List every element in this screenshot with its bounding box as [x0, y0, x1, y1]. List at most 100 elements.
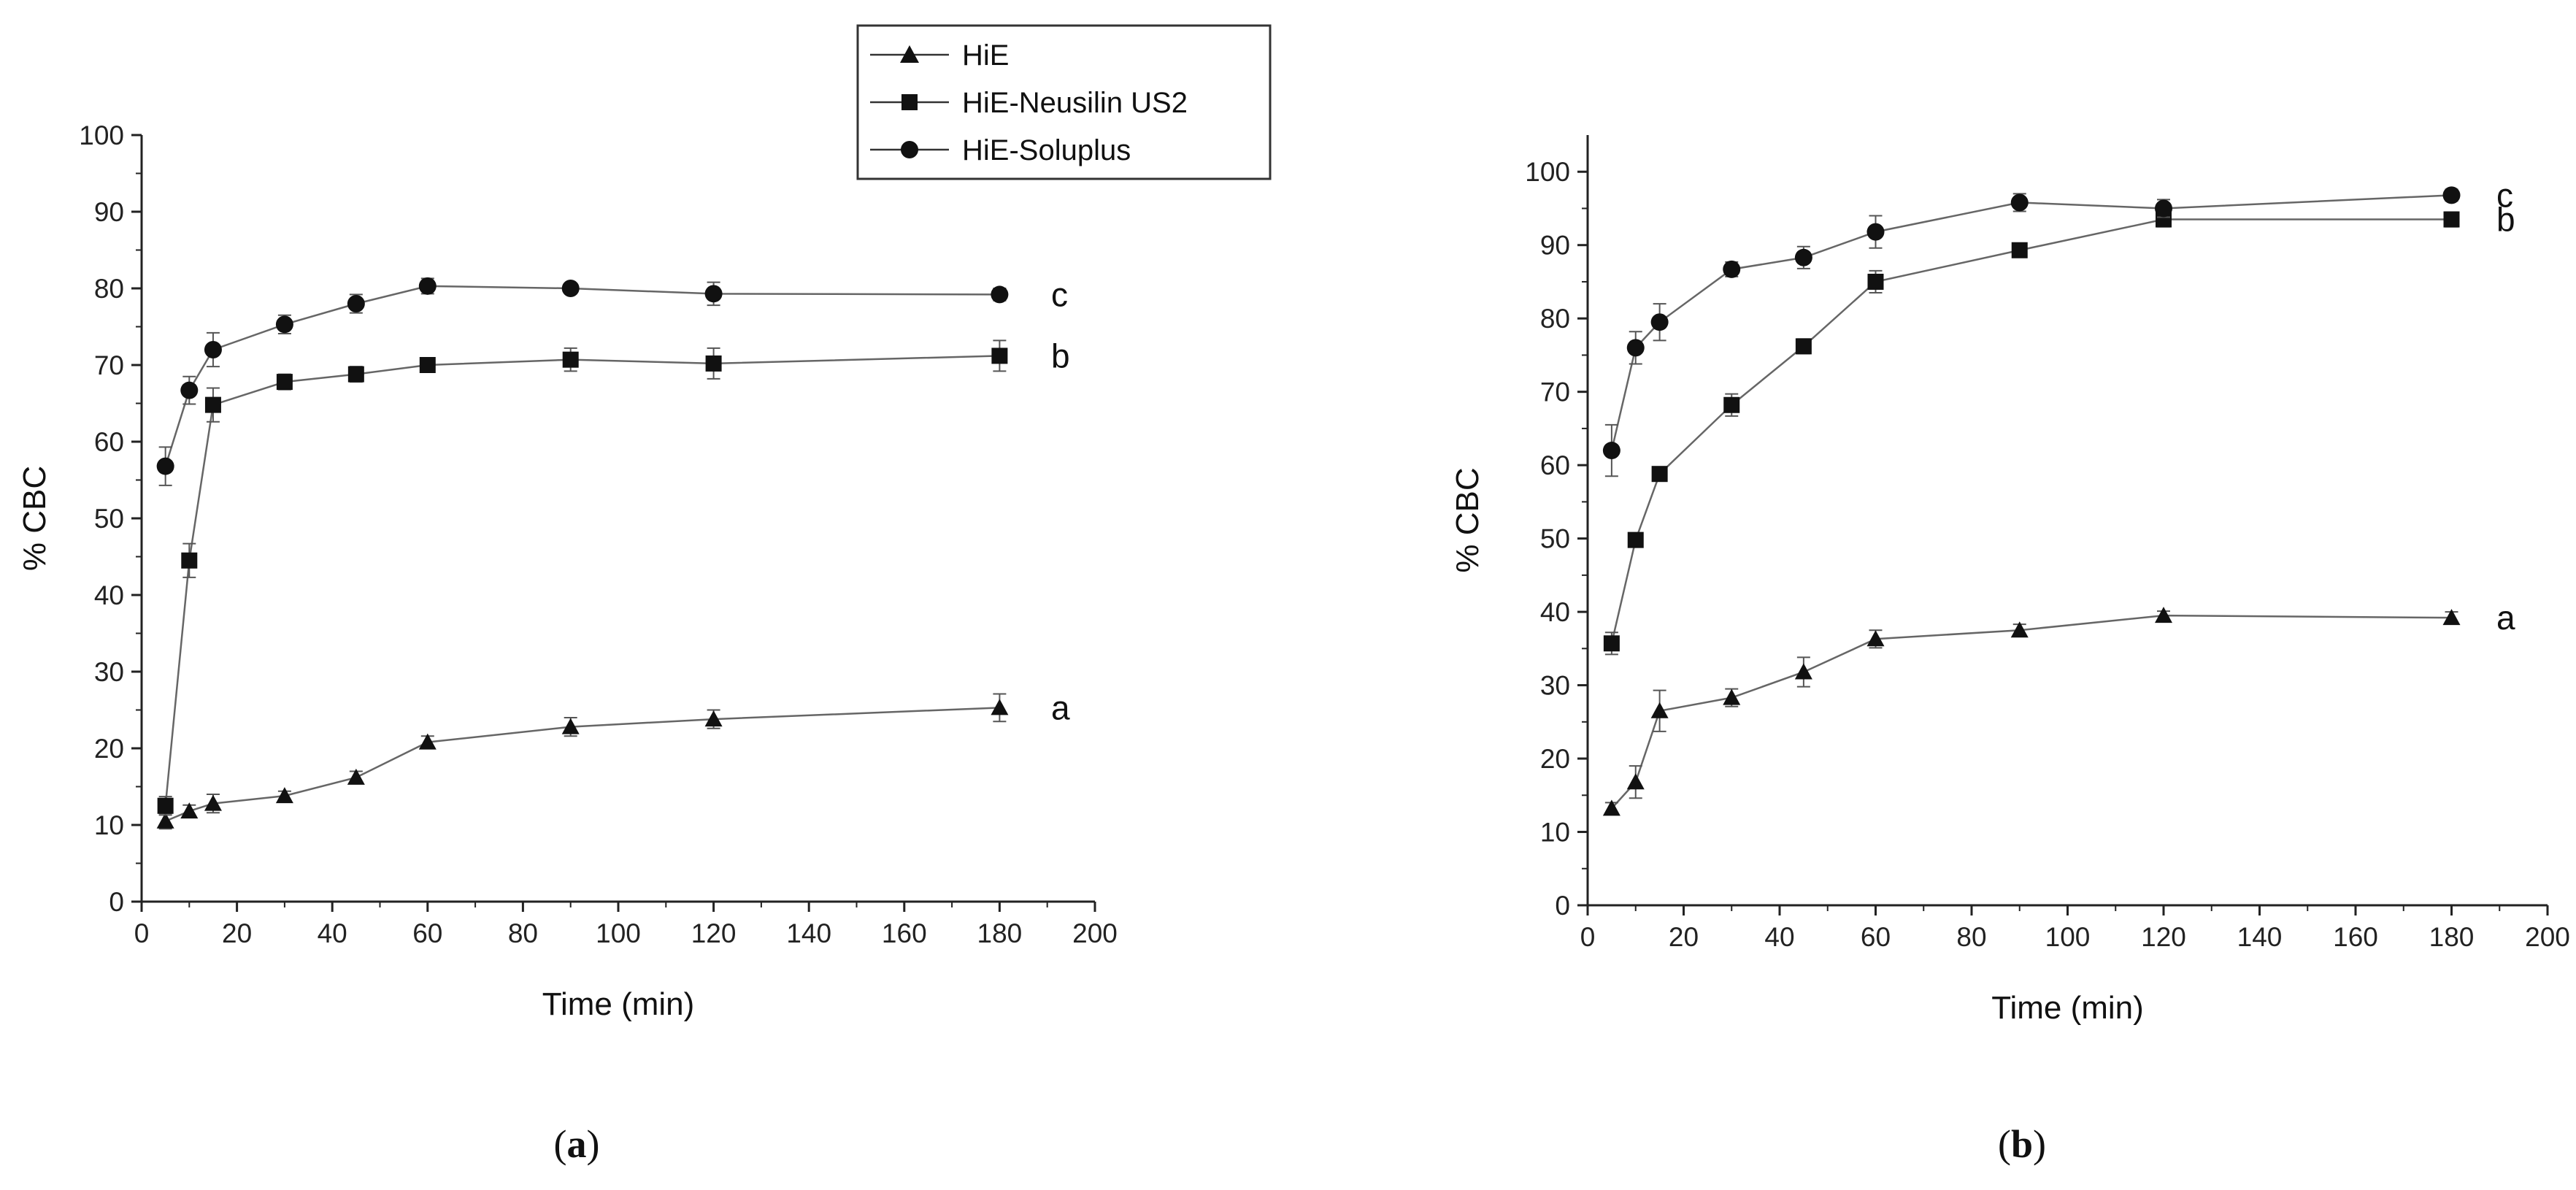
panel-label-close: )	[587, 1122, 600, 1166]
data-point	[1650, 702, 1669, 718]
data-point	[1723, 396, 1740, 413]
data-point	[1866, 630, 1885, 647]
series-tag-c: c	[2496, 176, 2513, 214]
data-point	[204, 396, 221, 413]
data-point	[2155, 199, 2172, 218]
y-tick-label: 70	[94, 350, 124, 380]
y-tick-label: 80	[94, 274, 124, 304]
x-tick-label: 120	[691, 918, 737, 948]
x-tick-label: 80	[1956, 922, 1986, 952]
data-point	[991, 285, 1009, 304]
data-point	[704, 710, 723, 727]
x-tick-label: 100	[2045, 922, 2091, 952]
series-tag-a: a	[2496, 599, 2515, 637]
data-point	[1626, 339, 1645, 357]
legend-entry-soluplus: HiE-Soluplus	[870, 134, 1131, 166]
x-tick-label: 180	[2429, 922, 2475, 952]
y-tick-label: 100	[1525, 157, 1570, 187]
data-point	[156, 812, 174, 829]
series-tag-a: a	[1051, 688, 1070, 726]
x-tick-label: 40	[1764, 922, 1794, 952]
data-point	[1603, 635, 1620, 652]
y-tick-label: 20	[1540, 744, 1570, 774]
data-point	[561, 718, 580, 734]
x-tick-label: 200	[1072, 918, 1118, 948]
chart-panel-b: 0 20 40 60 80 100 120 140 160 180 200 0 10 20 30 40 50 60…	[1450, 135, 2570, 1166]
y-tick-label: 40	[1540, 597, 1570, 627]
data-point	[1867, 273, 1884, 290]
series-tag-b: b	[2496, 201, 2515, 239]
data-point	[1650, 313, 1669, 331]
legend-square-marker	[901, 94, 918, 110]
y-axis-title: % CBC	[1450, 467, 1485, 572]
data-point	[347, 295, 365, 312]
data-point	[418, 277, 437, 295]
legend-entry-hie: HiE	[870, 39, 1009, 72]
series-line	[165, 707, 1000, 822]
y-tick-label: 10	[94, 810, 124, 840]
data-point	[419, 357, 436, 373]
legend: HiE HiE-Neusilin US2 HiE-Soluplus	[856, 24, 1272, 180]
data-point	[705, 355, 722, 372]
series-circle: c	[1602, 176, 2513, 477]
series-tag-c: c	[1051, 275, 1068, 313]
y-tick-label: 10	[1540, 818, 1570, 848]
x-tick-label: 200	[2525, 922, 2570, 952]
data-point	[1794, 663, 1812, 680]
y-tick-label: 40	[94, 580, 124, 610]
y-tick-label: 50	[1540, 524, 1570, 554]
panel-label-close: )	[2033, 1122, 2046, 1166]
y-tick-label: 50	[94, 504, 124, 534]
data-point	[1602, 799, 1620, 816]
data-point	[1602, 442, 1620, 460]
data-point	[347, 366, 364, 383]
x-tick-label: 180	[977, 918, 1023, 948]
chart-panel-a: 0 20 40 60 80 100 120 140 160 180 200 0 10 20 30 40 50 60…	[17, 120, 1118, 1166]
x-tick-label: 20	[222, 918, 252, 948]
x-tick-label: 160	[2333, 922, 2378, 952]
y-tick-label: 20	[94, 734, 124, 764]
data-point	[1627, 531, 1644, 548]
y-tick-label: 70	[1540, 377, 1570, 407]
legend-label-soluplus: HiE-Soluplus	[962, 134, 1131, 166]
legend-triangle-marker	[900, 45, 919, 63]
data-point	[181, 552, 198, 569]
data-point	[204, 794, 222, 811]
series-square: b	[1603, 201, 2515, 656]
y-tick-label: 0	[1555, 891, 1570, 921]
data-point	[1626, 773, 1645, 790]
x-tick-label: 60	[412, 918, 442, 948]
legend-circle-marker	[901, 141, 918, 158]
data-point	[991, 699, 1009, 715]
data-point	[204, 341, 222, 358]
data-point	[1866, 223, 1885, 241]
x-tick-label: 140	[2237, 922, 2283, 952]
panel-label-open: (	[554, 1122, 567, 1166]
data-point	[276, 374, 293, 391]
data-point	[2010, 621, 2029, 638]
series-square: b	[157, 337, 1070, 816]
y-tick-label: 80	[1540, 304, 1570, 334]
data-point	[562, 351, 579, 368]
y-tick-label: 30	[94, 657, 124, 687]
x-axis-title: Time (min)	[1991, 990, 2144, 1026]
x-tick-label: 140	[786, 918, 831, 948]
y-tick-label: 90	[1540, 231, 1570, 261]
series-tag-b: b	[1051, 337, 1070, 375]
data-point	[2155, 607, 2172, 623]
data-point	[347, 768, 365, 785]
series-line	[1610, 218, 2452, 644]
data-point	[2010, 193, 2029, 212]
panel-label: (a)	[554, 1122, 600, 1166]
panel-label-open: (	[1998, 1122, 2011, 1166]
data-point	[157, 797, 174, 814]
y-tick-label: 30	[1540, 671, 1570, 701]
series-circle: c	[156, 275, 1068, 486]
data-point	[418, 733, 437, 750]
panel-label-letter: a	[567, 1122, 587, 1166]
series-line	[164, 355, 1000, 806]
series-line	[1610, 614, 2452, 810]
x-axis-title: Time (min)	[542, 986, 695, 1022]
data-point	[275, 787, 293, 804]
